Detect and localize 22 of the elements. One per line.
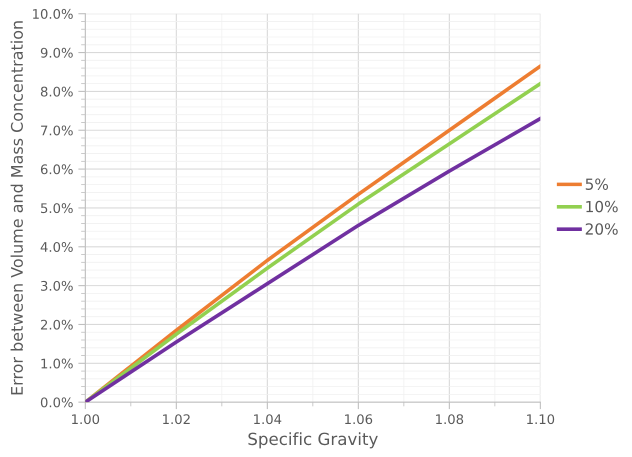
x-tick-label: 1.02 [163, 414, 190, 424]
x-tick-label: 1.06 [345, 414, 372, 424]
y-tick-label: 5.0% [41, 203, 73, 214]
legend-label: 20% [586, 223, 618, 235]
y-tick-label: 7.0% [41, 125, 73, 136]
y-tick-label: 8.0% [40, 86, 73, 97]
x-axis-title: Specific Gravity [248, 432, 378, 448]
y-axis-title: Error between Volume and Mass Concentration [10, 21, 23, 394]
x-tick-label: 1.00 [72, 414, 100, 424]
y-tick-label: 9.0% [40, 48, 73, 58]
legend-label: 5% [586, 178, 608, 190]
x-tick-label: 1.08 [436, 414, 464, 424]
x-tick-label: 1.10 [527, 414, 554, 424]
y-tick-label: 3.0% [41, 280, 73, 291]
y-tick-label: 6.0% [40, 164, 73, 174]
y-tick-label: 4.0% [40, 242, 73, 252]
y-tick-label: 1.0% [41, 358, 73, 369]
legend-label: 10% [586, 200, 618, 212]
y-tick-label: 2.0% [40, 320, 73, 330]
x-tick-label: 1.04 [254, 414, 282, 424]
y-tick-label: 10.0% [33, 8, 73, 19]
y-tick-label: 0.0% [40, 397, 73, 408]
